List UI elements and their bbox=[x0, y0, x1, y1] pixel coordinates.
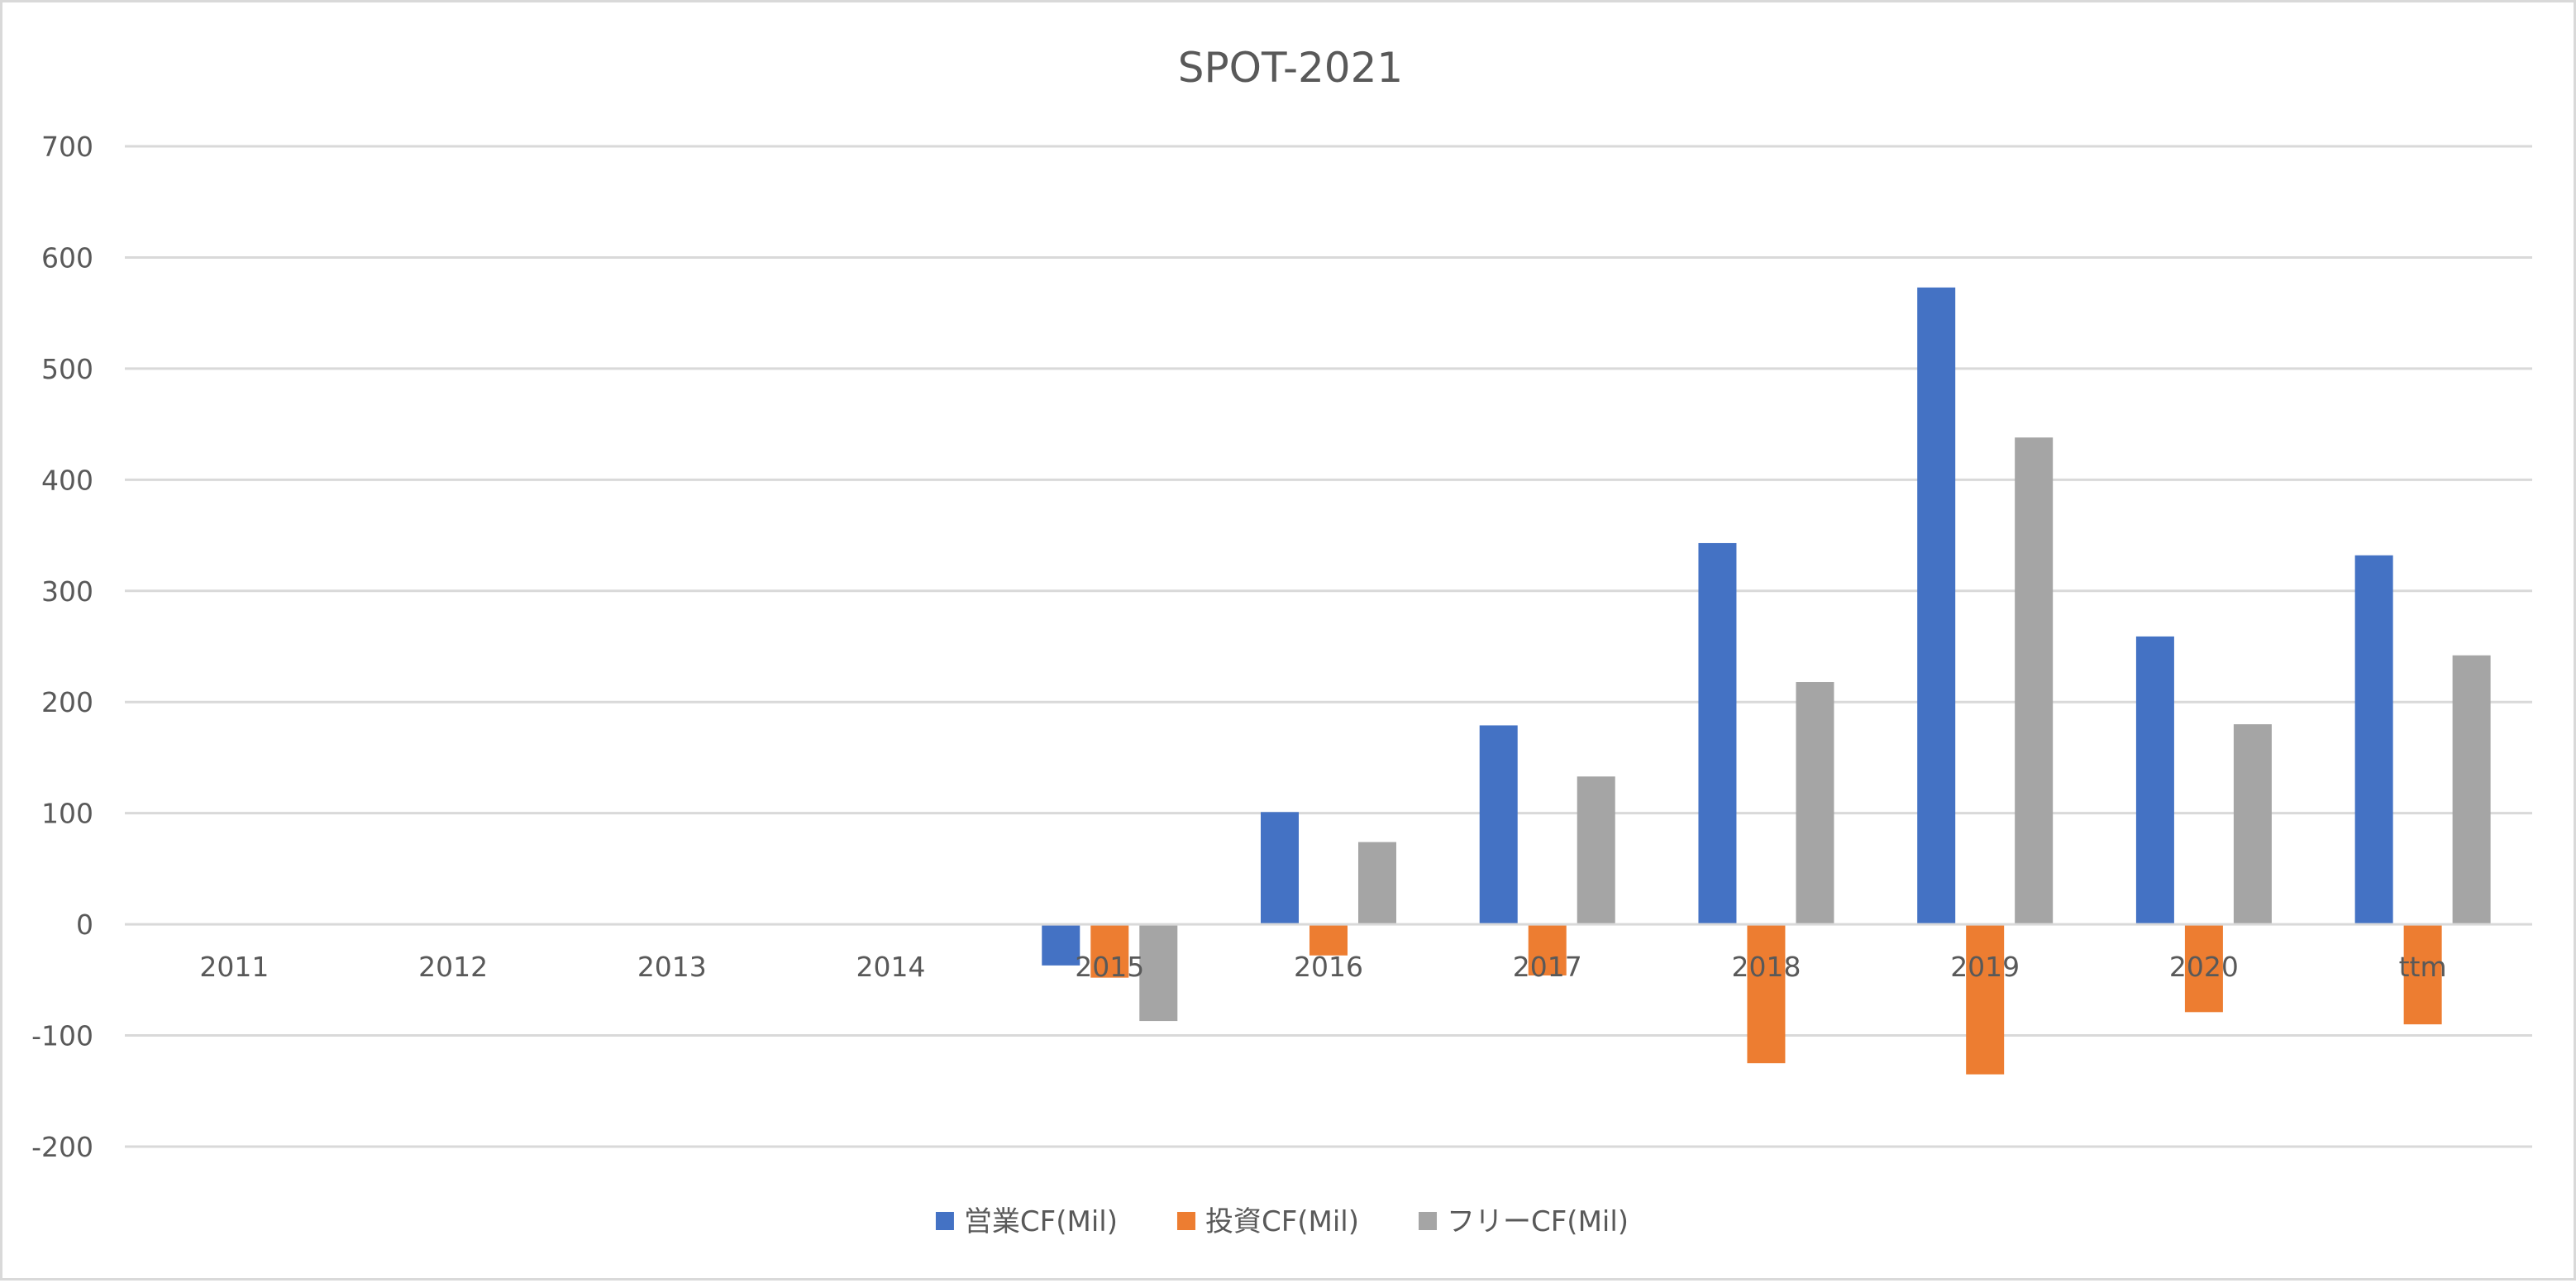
bar-3-2020 bbox=[2233, 724, 2272, 925]
y-tick-label: 700 bbox=[41, 131, 93, 163]
y-tick-label: -200 bbox=[31, 1131, 93, 1163]
bar-2-2019 bbox=[1966, 924, 2005, 1075]
legend-swatch-1 bbox=[935, 1212, 954, 1230]
y-tick-label: 400 bbox=[41, 464, 93, 496]
bar-2-2017 bbox=[1528, 924, 1567, 975]
x-tick-label: 2018 bbox=[1731, 951, 1801, 983]
bar-3-2015 bbox=[1139, 924, 1178, 1022]
legend-label-1: 営業CF(Mil) bbox=[964, 1205, 1118, 1238]
x-tick-label: ttm bbox=[2399, 951, 2447, 983]
bar-3-2019 bbox=[2015, 437, 2054, 925]
x-tick-label: 2016 bbox=[1294, 951, 1363, 983]
bar-2-2018 bbox=[1747, 924, 1786, 1064]
chart-title: SPOT-2021 bbox=[1178, 44, 1404, 92]
x-tick-label: 2014 bbox=[856, 951, 926, 983]
bar-2-2016 bbox=[1309, 924, 1348, 956]
x-tick-label: 2011 bbox=[199, 951, 269, 983]
x-axis-category-labels: 2011 2012 2013 2014 2015 2016 2017 2018 2019 2020… bbox=[199, 951, 2446, 983]
bar-1-2016 bbox=[1261, 812, 1299, 925]
bar-1-2019 bbox=[1917, 287, 1956, 925]
x-tick-label: 2012 bbox=[418, 951, 488, 983]
bar-1-2018 bbox=[1698, 542, 1737, 925]
bar-1-ttm bbox=[2354, 555, 2393, 925]
legend-swatch-3 bbox=[1419, 1212, 1438, 1230]
legend-swatch-2 bbox=[1176, 1212, 1195, 1230]
bar-3-2018 bbox=[1796, 682, 1834, 925]
x-tick-label: 2013 bbox=[637, 951, 707, 983]
bar-1-2020 bbox=[2135, 636, 2174, 925]
legend: 営業CF(Mil) 投資CF(Mil) フリーCF(Mil) bbox=[935, 1205, 1629, 1238]
x-tick-label: 2019 bbox=[1950, 951, 2020, 983]
bar-1-2015 bbox=[1042, 924, 1080, 966]
y-tick-label: 500 bbox=[41, 353, 93, 385]
gridlines bbox=[125, 145, 2532, 1148]
bar-2-2015 bbox=[1090, 924, 1129, 978]
x-tick-label: 2020 bbox=[2169, 951, 2239, 983]
y-tick-label: 300 bbox=[41, 575, 93, 608]
y-tick-label: 100 bbox=[41, 798, 93, 830]
x-tick-label: 2017 bbox=[1513, 951, 1582, 983]
bar-3-ttm bbox=[2452, 655, 2491, 925]
y-tick-label: -100 bbox=[31, 1020, 93, 1052]
legend-label-3: フリーCF(Mil) bbox=[1447, 1205, 1629, 1238]
bar-2-2020 bbox=[2184, 924, 2223, 1013]
x-tick-label: 2015 bbox=[1075, 951, 1144, 983]
bar-1-2017 bbox=[1479, 725, 1518, 925]
y-axis-tick-labels: -200 -100 0 100 200 300 400 500 600 700 bbox=[31, 131, 93, 1163]
bar-2-ttm bbox=[2403, 924, 2442, 1025]
y-tick-label: 600 bbox=[41, 241, 93, 274]
y-tick-label: 200 bbox=[41, 686, 93, 718]
bar-3-2017 bbox=[1577, 776, 1615, 925]
bars bbox=[1042, 287, 2491, 1075]
bar-3-2016 bbox=[1358, 842, 1396, 925]
legend-label-2: 投資CF(Mil) bbox=[1205, 1205, 1359, 1238]
y-tick-label: 0 bbox=[76, 909, 93, 941]
